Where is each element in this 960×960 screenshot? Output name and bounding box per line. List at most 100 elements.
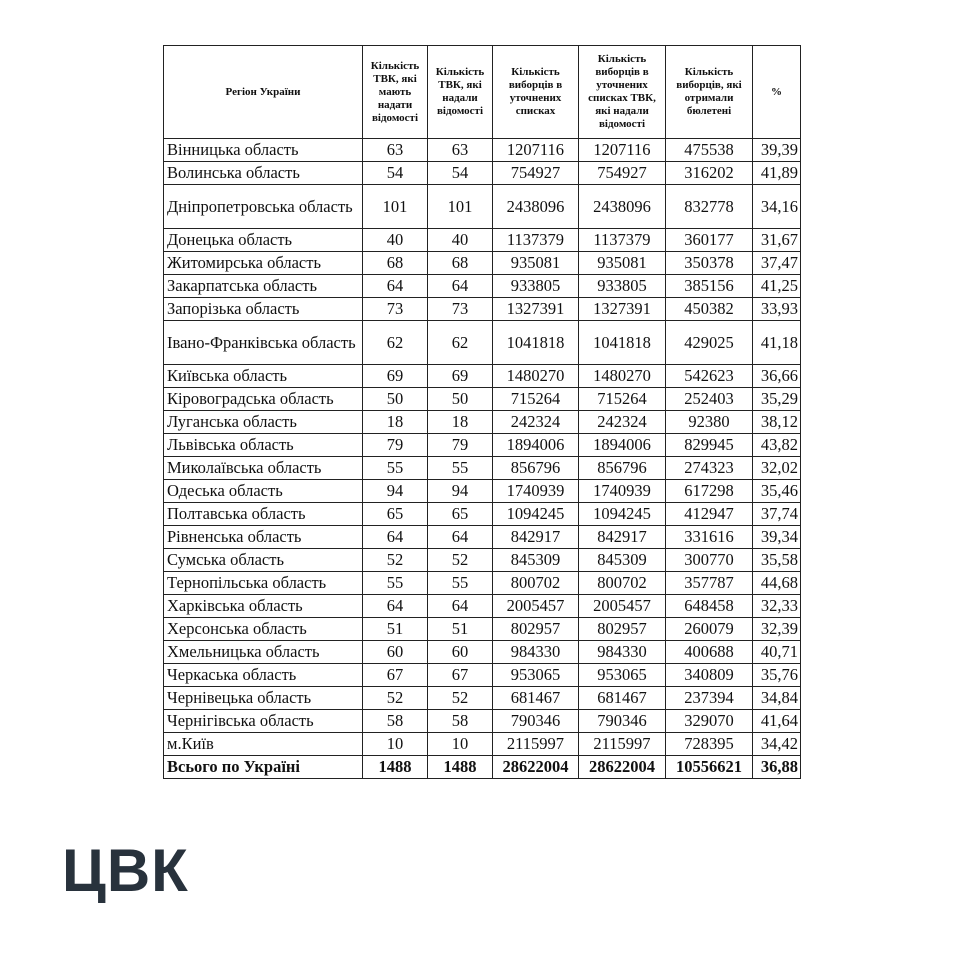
cell-tvk-reported: 68 [427,251,493,275]
cell-ballots-received: 316202 [665,161,753,185]
cell-voters-lists: 715264 [492,387,579,411]
cell-tvk-required: 58 [362,709,428,733]
table-row: Одеська область 94 94 1740939 1740939 617298 3… [163,479,801,503]
table-row: Чернігівська область 58 58 790346 790346 3290… [163,709,801,733]
cell-ballots-received: 412947 [665,502,753,526]
cell-tvk-reported: 40 [427,228,493,252]
cell-ballots-received: 357787 [665,571,753,595]
cell-region: м.Київ [163,732,363,756]
cell-ballots-received: 829945 [665,433,753,457]
cell-tvk-reported: 64 [427,525,493,549]
cell-tvk-reported: 64 [427,274,493,298]
cell-percent: 37,74 [752,502,801,526]
table-row: Тернопільська область 55 55 800702 800702 357… [163,571,801,595]
table-row: м.Київ 10 10 2115997 2115997 728395 34,42 [163,732,801,756]
cell-percent: 33,93 [752,297,801,321]
cell-region: Кіровоградська область [163,387,363,411]
cell-voters-reported: 845309 [578,548,666,572]
cell-voters-lists: 1137379 [492,228,579,252]
cell-region: Полтавська область [163,502,363,526]
cell-voters-lists: 933805 [492,274,579,298]
cell-voters-reported: 754927 [578,161,666,185]
cell-ballots-received: 300770 [665,548,753,572]
cell-voters-lists: 790346 [492,709,579,733]
cell-voters-reported: 715264 [578,387,666,411]
table-row: Донецька область 40 40 1137379 1137379 360177… [163,228,801,252]
cell-voters-lists: 845309 [492,548,579,572]
cell-region: Житомирська область [163,251,363,275]
cell-voters-reported: 842917 [578,525,666,549]
turnout-table: Регіон України Кількість ТВК, які мають … [163,45,801,779]
cell-voters-reported: 1137379 [578,228,666,252]
cell-tvk-reported: 54 [427,161,493,185]
cell-tvk-reported: 58 [427,709,493,733]
cell-voters-lists: 2005457 [492,594,579,618]
table-row: Миколаївська область 55 55 856796 856796 2743… [163,456,801,480]
cell-tvk-required: 10 [362,732,428,756]
cell-percent: 43,82 [752,433,801,457]
cell-tvk-required: 94 [362,479,428,503]
cell-ballots-received: 350378 [665,251,753,275]
cell-percent: 40,71 [752,640,801,664]
cell-ballots-received: 274323 [665,456,753,480]
header-voters-lists: Кількість виборців в уточнених списках [492,45,579,139]
header-tvk-reported: Кількість ТВК, які надали відомості [427,45,493,139]
cell-tvk-reported: 62 [427,320,493,365]
table-row: Харківська область 64 64 2005457 2005457 6484… [163,594,801,618]
cell-voters-lists: 1480270 [492,364,579,388]
cell-voters-reported: 2005457 [578,594,666,618]
cell-tvk-reported: 1488 [427,755,493,779]
cell-percent: 37,47 [752,251,801,275]
cell-percent: 34,16 [752,184,801,229]
cell-percent: 41,25 [752,274,801,298]
cell-tvk-reported: 69 [427,364,493,388]
cell-ballots-received: 340809 [665,663,753,687]
table-row: Київська область 69 69 1480270 1480270 542623… [163,364,801,388]
cell-region: Харківська область [163,594,363,618]
cell-voters-reported: 1894006 [578,433,666,457]
cell-voters-reported: 790346 [578,709,666,733]
cell-tvk-reported: 52 [427,548,493,572]
cell-voters-lists: 935081 [492,251,579,275]
cell-percent: 32,02 [752,456,801,480]
cell-ballots-received: 260079 [665,617,753,641]
cell-percent: 38,12 [752,410,801,434]
cell-ballots-received: 385156 [665,274,753,298]
header-percent: % [752,45,801,139]
cell-percent: 32,33 [752,594,801,618]
cell-voters-reported: 802957 [578,617,666,641]
table-row: Черкаська область 67 67 953065 953065 340809 3… [163,663,801,687]
cell-voters-lists: 754927 [492,161,579,185]
cell-tvk-required: 68 [362,251,428,275]
cell-region: Одеська область [163,479,363,503]
cell-tvk-reported: 60 [427,640,493,664]
cell-tvk-required: 101 [362,184,428,229]
cell-voters-lists: 242324 [492,410,579,434]
cell-tvk-required: 1488 [362,755,428,779]
cell-tvk-required: 63 [362,138,428,162]
cell-region: Всього по Україні [163,755,363,779]
table-row: Дніпропетровська область 101 101 2438096 243… [163,184,801,229]
table-row: Чернівецька область 52 52 681467 681467 23739… [163,686,801,710]
table-row: Полтавська область 65 65 1094245 1094245 4129… [163,502,801,526]
cell-percent: 39,39 [752,138,801,162]
cell-region: Чернігівська область [163,709,363,733]
cell-tvk-reported: 101 [427,184,493,229]
cell-region: Запорізька область [163,297,363,321]
cell-region: Чернівецька область [163,686,363,710]
cell-percent: 44,68 [752,571,801,595]
table-row: Запорізька область 73 73 1327391 1327391 4503… [163,297,801,321]
cell-tvk-required: 64 [362,594,428,618]
table-row: Львівська область 79 79 1894006 1894006 82994… [163,433,801,457]
cell-region: Волинська область [163,161,363,185]
cell-percent: 35,46 [752,479,801,503]
cell-voters-reported: 1480270 [578,364,666,388]
cell-percent: 31,67 [752,228,801,252]
cell-voters-lists: 984330 [492,640,579,664]
cell-voters-reported: 800702 [578,571,666,595]
cell-percent: 36,88 [752,755,801,779]
cell-voters-reported: 856796 [578,456,666,480]
header-region: Регіон України [163,45,363,139]
cell-voters-lists: 1894006 [492,433,579,457]
cell-tvk-reported: 10 [427,732,493,756]
